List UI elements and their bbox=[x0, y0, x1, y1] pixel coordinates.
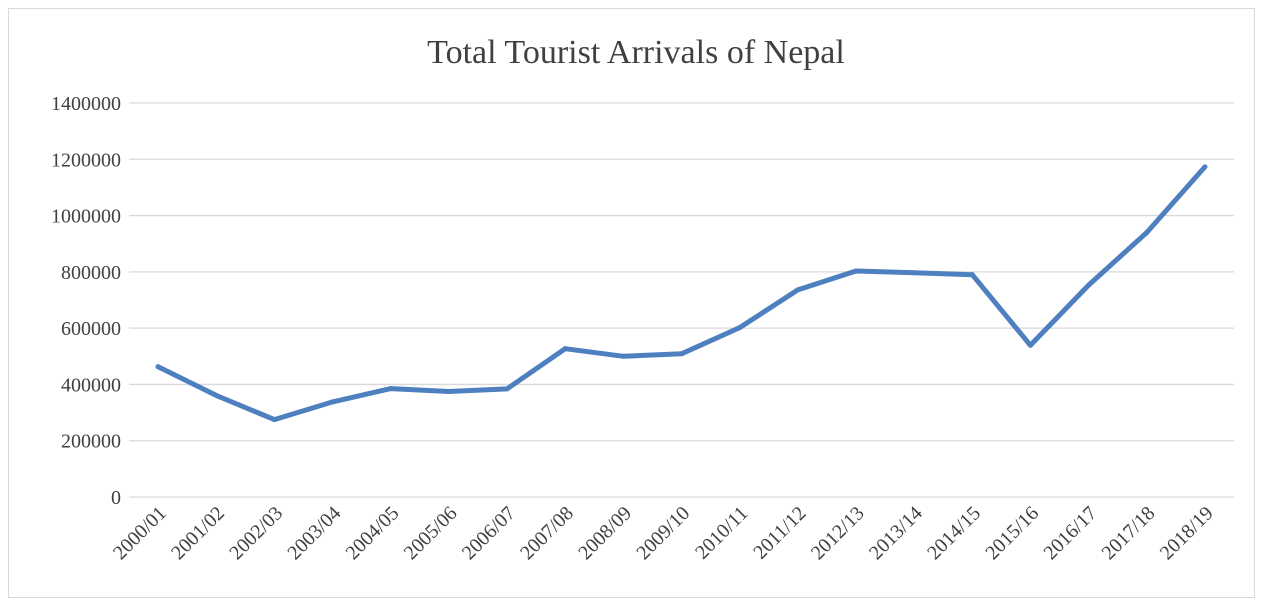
y-tick-label: 0 bbox=[111, 487, 121, 509]
x-tick-label: 2005/06 bbox=[400, 502, 462, 564]
data-point bbox=[388, 386, 394, 392]
x-tick-label: 2000/01 bbox=[109, 502, 171, 564]
x-tick-label: 2007/08 bbox=[516, 502, 578, 564]
x-tick-label: 2010/11 bbox=[691, 502, 752, 563]
y-tick-label: 600000 bbox=[61, 318, 121, 340]
y-tick-label: 800000 bbox=[61, 262, 121, 284]
x-tick-label: 2002/03 bbox=[225, 502, 287, 564]
y-tick-label: 400000 bbox=[61, 374, 121, 396]
data-point bbox=[737, 325, 743, 331]
x-tick-label: 2011/12 bbox=[749, 502, 810, 563]
gridlines bbox=[129, 102, 1234, 498]
y-tick-label: 200000 bbox=[61, 431, 121, 453]
x-tick-label: 2004/05 bbox=[342, 502, 404, 564]
x-tick-label: 2015/16 bbox=[981, 502, 1043, 564]
data-point bbox=[271, 417, 277, 423]
data-point bbox=[1086, 282, 1092, 288]
x-tick-label: 2018/19 bbox=[1156, 502, 1218, 564]
x-tick-label: 2017/18 bbox=[1098, 502, 1160, 564]
y-tick-label: 1000000 bbox=[51, 206, 121, 228]
data-point bbox=[330, 399, 336, 405]
data-point bbox=[446, 388, 452, 394]
x-tick-label: 2013/14 bbox=[865, 502, 927, 564]
x-tick-label: 2009/10 bbox=[632, 502, 694, 564]
data-point bbox=[562, 346, 568, 352]
chart-frame bbox=[8, 8, 1255, 598]
data-point bbox=[213, 392, 219, 398]
series-layer bbox=[155, 164, 1208, 423]
y-axis-ticks: 0 200000 400000 600000 800000 1000000 1200000 1… bbox=[51, 93, 121, 509]
data-point bbox=[504, 386, 510, 392]
data-point bbox=[155, 364, 161, 370]
data-point bbox=[620, 353, 626, 359]
chart-title: Total Tourist Arrivals of Nepal bbox=[427, 34, 845, 71]
y-tick-label: 1200000 bbox=[51, 149, 121, 171]
y-tick-label: 1400000 bbox=[51, 93, 121, 115]
series-line bbox=[155, 164, 1208, 423]
data-point bbox=[853, 268, 859, 274]
data-point bbox=[1144, 229, 1150, 235]
x-tick-label: 2006/07 bbox=[458, 502, 520, 564]
data-point bbox=[679, 351, 684, 357]
data-point bbox=[1202, 164, 1208, 170]
data-point bbox=[969, 272, 975, 278]
x-tick-label: 2008/09 bbox=[574, 502, 636, 564]
data-point bbox=[795, 287, 801, 293]
data-point bbox=[1027, 342, 1033, 348]
data-point bbox=[911, 270, 917, 276]
x-axis-ticks: 2000/012001/022002/032003/042004/052005/… bbox=[109, 502, 1218, 564]
x-tick-label: 2016/17 bbox=[1039, 502, 1101, 564]
x-tick-label: 2014/15 bbox=[923, 502, 985, 564]
x-tick-label: 2001/02 bbox=[167, 502, 229, 564]
x-tick-label: 2003/04 bbox=[283, 502, 345, 564]
x-tick-label: 2012/13 bbox=[807, 502, 869, 564]
